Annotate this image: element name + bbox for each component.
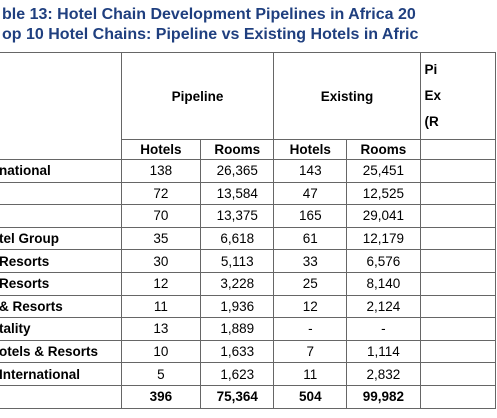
cell: 11 — [273, 362, 348, 386]
data-row: International 5 1,623 11 2,832 — [0, 362, 497, 386]
cell: 138 — [120, 159, 202, 183]
group-header: Existing — [273, 52, 421, 140]
hotel-chain: & Resorts — [0, 294, 122, 319]
data-row: national 138 26,365 143 25,451 — [0, 159, 497, 183]
cell-cut — [419, 317, 497, 341]
hotel-chain — [0, 204, 122, 228]
cell: 5,113 — [200, 249, 275, 273]
data-row: 72 13,584 47 12,525 — [0, 181, 497, 206]
cell: 12 — [120, 271, 202, 296]
cell: 12,179 — [346, 226, 421, 251]
cell-cut — [419, 249, 497, 273]
hotel-chain: International — [0, 362, 122, 386]
cell: 1,889 — [200, 317, 275, 341]
cell: 8,140 — [346, 271, 421, 296]
cell: 2,832 — [346, 362, 421, 386]
corner-cell — [0, 52, 122, 160]
total-cell: 504 — [273, 384, 348, 409]
last-header: Pi Ex (R — [419, 52, 497, 140]
data-row: 70 13,375 165 29,041 — [0, 204, 497, 228]
cell: 61 — [273, 226, 348, 251]
sub-header: Hotels — [120, 139, 202, 160]
total-cell: 99,982 — [346, 384, 421, 409]
cell: 35 — [120, 226, 202, 251]
cell: 12,525 — [346, 181, 421, 206]
data-row: tel Group 35 6,618 61 12,179 — [0, 226, 497, 251]
last-header-line: (R — [424, 114, 439, 129]
cell: 3,228 — [200, 271, 275, 296]
subheader-row: Hotels Rooms Hotels Rooms — [0, 139, 497, 160]
cell: 6,576 — [346, 249, 421, 273]
cell-cut — [419, 226, 497, 251]
cell-cut — [419, 204, 497, 228]
data-row: Resorts 12 3,228 25 8,140 — [0, 271, 497, 296]
last-header-line: Ex — [424, 88, 442, 103]
cell-cut — [419, 294, 497, 319]
cell: 1,114 — [346, 339, 421, 364]
hotel-chain: otels & Resorts — [0, 339, 122, 364]
cell: - — [346, 317, 421, 341]
cell: 143 — [273, 159, 348, 183]
cell: 33 — [273, 249, 348, 273]
last-header-line: Pi — [424, 62, 438, 77]
cell: 13 — [120, 317, 202, 341]
table: Pipeline Existing Pi Ex (R Hotels Rooms Hotels R… — [0, 52, 497, 409]
hotel-chain: Resorts — [0, 249, 122, 273]
sub-header-blank — [419, 139, 497, 160]
cell: 7 — [273, 339, 348, 364]
cell-cut — [419, 339, 497, 364]
cell: 13,584 — [200, 181, 275, 206]
cell-cut — [419, 181, 497, 206]
cell-cut — [419, 384, 497, 409]
cell: 12 — [273, 294, 348, 319]
cell: 5 — [120, 362, 202, 386]
group-header: Pipeline — [120, 52, 275, 140]
total-row: 396 75,364 504 99,982 — [0, 384, 497, 409]
cell: 1,936 — [200, 294, 275, 319]
hotel-chain: tality — [0, 317, 122, 341]
cell: 1,633 — [200, 339, 275, 364]
hotel-chain: tel Group — [0, 226, 122, 251]
hotel-chain: national — [0, 159, 122, 183]
cell: 70 — [120, 204, 202, 228]
data-row: & Resorts 11 1,936 12 2,124 — [0, 294, 497, 319]
sub-header: Hotels — [273, 139, 348, 160]
total-label — [0, 384, 122, 409]
data-row: otels & Resorts 10 1,633 7 1,114 — [0, 339, 497, 364]
data-row: Resorts 30 5,113 33 6,576 — [0, 249, 497, 273]
cell: 2,124 — [346, 294, 421, 319]
cell: 72 — [120, 181, 202, 206]
cell: 25,451 — [346, 159, 421, 183]
sub-header: Rooms — [346, 139, 421, 160]
cell: 25 — [273, 271, 348, 296]
subtitle: op 10 Hotel Chains: Pipeline vs Existing… — [2, 26, 419, 43]
cell: 47 — [273, 181, 348, 206]
total-cell: 396 — [120, 384, 202, 409]
cell: 1,623 — [200, 362, 275, 386]
title: ble 13: Hotel Chain Development Pipeline… — [2, 6, 416, 23]
cell: 26,365 — [200, 159, 275, 183]
cell: 10 — [120, 339, 202, 364]
sub-header: Rooms — [200, 139, 275, 160]
hotel-chain — [0, 181, 122, 206]
cell-cut — [419, 271, 497, 296]
cell: 13,375 — [200, 204, 275, 228]
hotel-chain: Resorts — [0, 271, 122, 296]
total-cell: 75,364 — [200, 384, 275, 409]
cell: 165 — [273, 204, 348, 228]
cell: 6,618 — [200, 226, 275, 251]
cell: 30 — [120, 249, 202, 273]
cell-cut — [419, 362, 497, 386]
header-row: Pipeline Existing Pi Ex (R — [0, 52, 497, 160]
data-row: tality 13 1,889- - — [0, 317, 497, 341]
cell-cut — [419, 159, 497, 183]
cell: 29,041 — [346, 204, 421, 228]
cell: - — [273, 317, 348, 341]
cell: 11 — [120, 294, 202, 319]
